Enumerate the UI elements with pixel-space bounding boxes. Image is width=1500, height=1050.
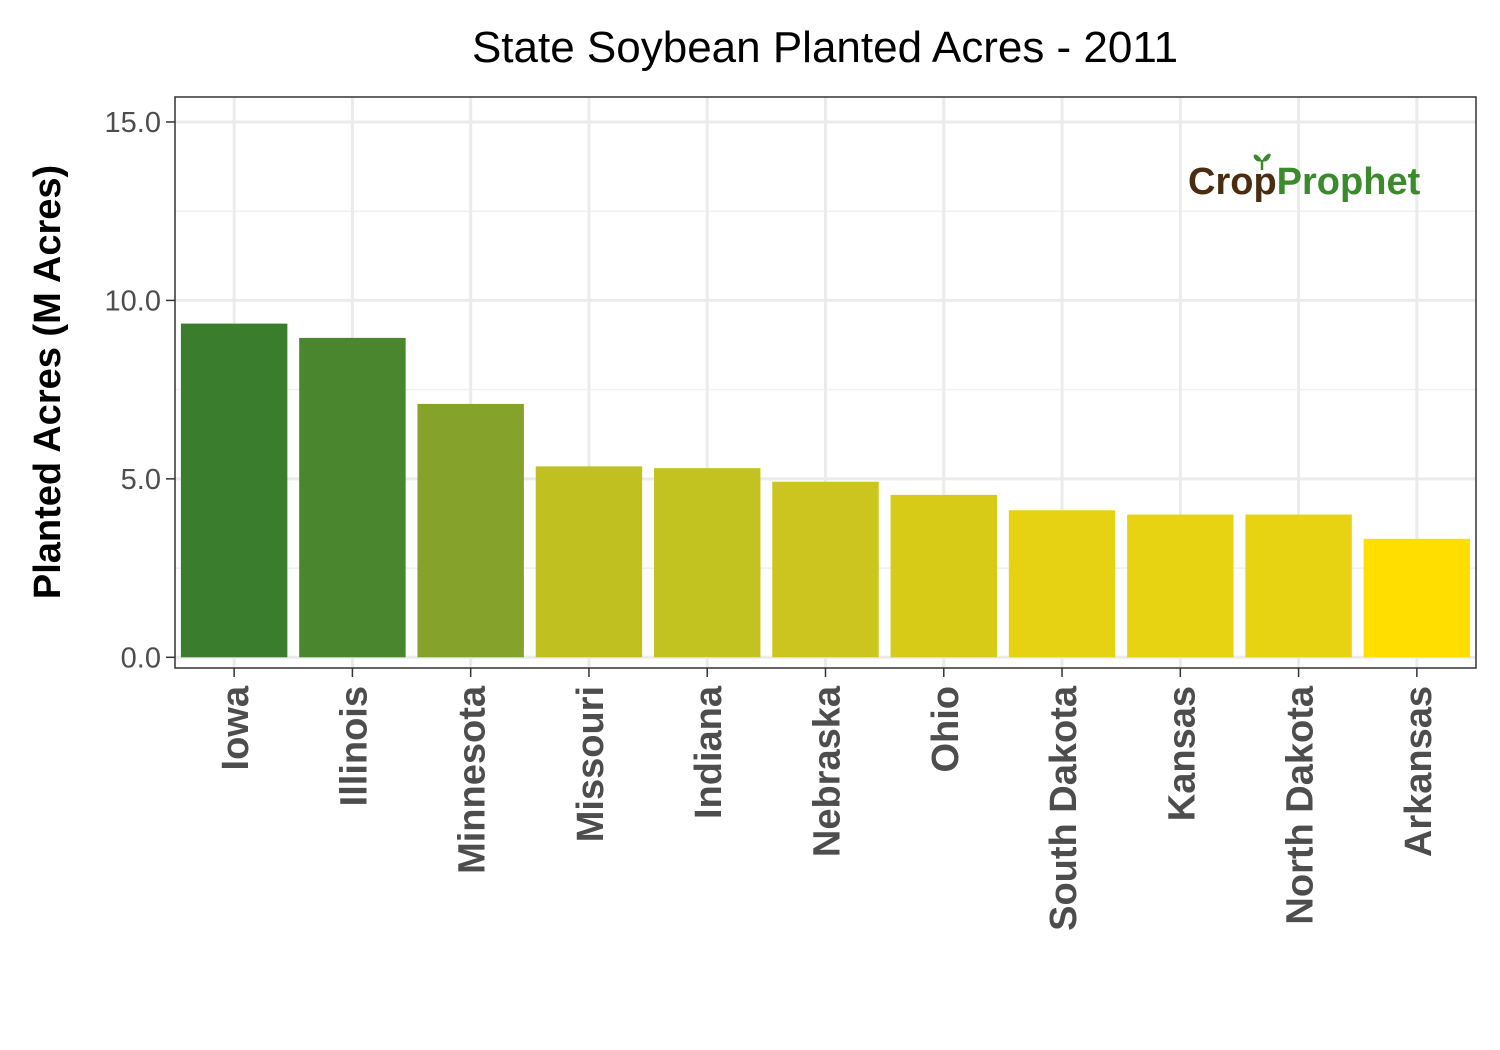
- y-axis-label: Planted Acres (M Acres): [27, 165, 69, 599]
- svg-text:CropProphet: CropProphet: [1188, 161, 1421, 203]
- y-tick-label: 5.0: [121, 464, 161, 496]
- y-tick-label: 0.0: [121, 642, 161, 674]
- x-tick-label: Iowa: [215, 685, 257, 770]
- chart-title: State Soybean Planted Acres - 2011: [472, 23, 1178, 72]
- logo-text-brown-2: p: [1253, 161, 1276, 203]
- bar: [417, 403, 524, 658]
- bar: [654, 468, 761, 658]
- x-tick-label: Ohio: [925, 686, 967, 773]
- y-tick-label: 10.0: [105, 285, 161, 317]
- bar: [299, 337, 406, 658]
- bar: [772, 481, 879, 658]
- y-axis: 0.0 5.0 10.0 15.0: [105, 107, 175, 674]
- bar: [1245, 514, 1352, 658]
- bar: [1008, 510, 1116, 658]
- bar: [1363, 538, 1471, 658]
- cropprophet-logo: CropProphet: [1188, 153, 1421, 203]
- x-tick-label: Indiana: [688, 685, 730, 819]
- x-tick-label: Kansas: [1161, 686, 1203, 821]
- logo-text-green: Prophet: [1277, 161, 1421, 203]
- bar: [890, 494, 997, 658]
- x-tick-label: Minnesota: [452, 685, 494, 874]
- x-tick-label: North Dakota: [1280, 685, 1322, 924]
- y-tick-label: 15.0: [105, 107, 161, 139]
- x-tick-label: Arkansas: [1398, 686, 1440, 857]
- logo-o-circle: o: [1230, 161, 1253, 203]
- bars: [180, 323, 1471, 658]
- bar: [180, 323, 288, 658]
- bar: [535, 466, 643, 658]
- sprout-icon: [1253, 153, 1271, 170]
- x-tick-label: Illinois: [333, 686, 375, 806]
- x-axis: Iowa Illinois Minnesota Missouri Indiana Nebr…: [215, 668, 1440, 931]
- logo-text-brown: Cr: [1188, 161, 1230, 203]
- x-tick-label: Missouri: [570, 686, 612, 842]
- x-tick-label: Nebraska: [807, 685, 849, 857]
- bar: [1127, 514, 1234, 658]
- x-tick-label: South Dakota: [1043, 685, 1085, 931]
